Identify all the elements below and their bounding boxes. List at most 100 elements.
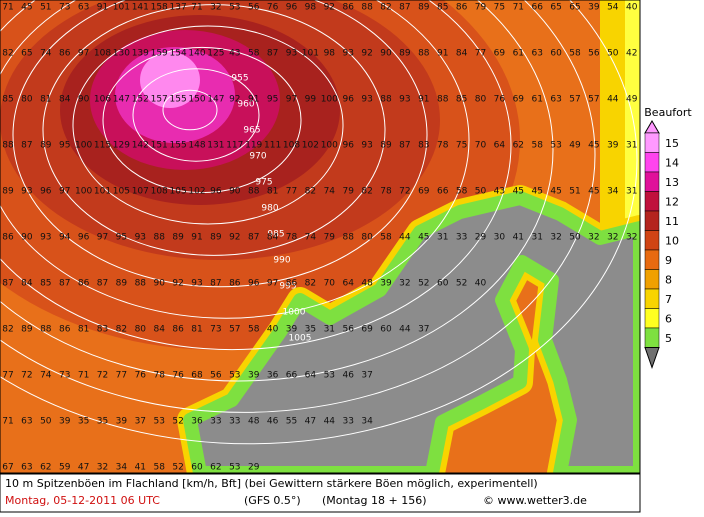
grid-value: 92	[229, 233, 240, 243]
grid-value: 97	[78, 49, 89, 59]
grid-value: 58	[531, 141, 543, 151]
grid-value: 74	[40, 49, 52, 59]
grid-value: 72	[399, 187, 410, 197]
grid-value: 83	[418, 141, 429, 151]
grid-value: 91	[248, 95, 259, 105]
grid-value: 90	[78, 95, 90, 105]
grid-value: 96	[210, 187, 222, 197]
grid-value: 86	[59, 325, 71, 335]
grid-value: 105	[170, 187, 187, 197]
grid-value: 86	[2, 233, 14, 243]
grid-value: 87	[267, 49, 278, 59]
grid-value: 67	[2, 463, 13, 473]
grid-value: 80	[361, 233, 373, 243]
isobar-label: 975	[255, 178, 272, 188]
grid-value: 63	[550, 95, 561, 105]
grid-value: 70	[324, 279, 336, 289]
grid-value: 57	[229, 325, 240, 335]
grid-value: 35	[305, 325, 316, 335]
caption-run: (Montag 18 + 156)	[322, 494, 427, 507]
grid-value: 100	[75, 141, 92, 151]
grid-value: 90	[229, 187, 241, 197]
grid-value: 155	[170, 141, 187, 151]
grid-value: 82	[380, 3, 391, 13]
grid-value: 75	[456, 141, 467, 151]
grid-value: 50	[607, 49, 619, 59]
legend-swatch	[644, 269, 660, 290]
grid-value: 137	[170, 3, 187, 13]
grid-value: 86	[342, 3, 354, 13]
grid-value: 32	[607, 233, 618, 243]
grid-value: 33	[456, 233, 467, 243]
grid-value: 86	[59, 49, 71, 59]
grid-value: 45	[418, 233, 429, 243]
grid-value: 87	[59, 279, 70, 289]
grid-value: 147	[113, 95, 130, 105]
legend-swatch	[644, 171, 660, 192]
isobar-label: 980	[261, 204, 278, 214]
grid-value: 58	[380, 233, 392, 243]
isobar-line	[102, 46, 302, 194]
grid-value: 60	[437, 279, 449, 289]
legend-label: 14	[665, 156, 679, 169]
grid-value: 46	[267, 417, 279, 427]
legend-label: 12	[665, 195, 679, 208]
grid-value: 33	[229, 417, 240, 427]
grid-value: 85	[40, 279, 51, 289]
grid-value: 87	[399, 141, 410, 151]
grid-value: 43	[229, 49, 240, 59]
caption-source: © www.wetter3.de	[483, 494, 587, 507]
grid-value: 57	[588, 95, 599, 105]
grid-value: 73	[59, 3, 70, 13]
grid-value: 31	[626, 141, 637, 151]
grid-value: 64	[494, 141, 506, 151]
grid-value: 65	[550, 3, 561, 13]
caption-title: 10 m Spitzenböen im Flachland [km/h, Bft…	[5, 477, 538, 490]
isobar-line	[0, 0, 554, 382]
isobar-label: 985	[267, 230, 284, 240]
grid-value: 81	[40, 95, 51, 105]
grid-value: 63	[531, 49, 542, 59]
grid-value: 40	[267, 325, 279, 335]
grid-value: 96	[342, 141, 354, 151]
grid-value: 92	[229, 95, 240, 105]
grid-value: 88	[40, 325, 52, 335]
grid-value: 31	[531, 233, 542, 243]
legend-swatch	[644, 132, 660, 153]
grid-value: 69	[361, 325, 373, 335]
grid-value: 71	[78, 371, 89, 381]
grid-value: 88	[248, 187, 260, 197]
grid-value: 92	[324, 3, 335, 13]
grid-value: 39	[248, 371, 260, 381]
grid-value: 32	[97, 463, 108, 473]
grid-value: 66	[531, 3, 543, 13]
grid-value: 108	[151, 187, 168, 197]
grid-value: 117	[226, 141, 243, 151]
grid-value: 101	[302, 49, 319, 59]
grid-value: 95	[59, 141, 70, 151]
grid-value: 55	[286, 417, 297, 427]
grid-value: 32	[550, 233, 561, 243]
grid-value: 85	[437, 3, 448, 13]
grid-value: 102	[302, 141, 319, 151]
grid-value: 152	[132, 95, 149, 105]
grid-value: 45	[21, 3, 32, 13]
grid-value: 61	[513, 49, 524, 59]
legend-label: 8	[665, 273, 672, 286]
grid-value: 37	[361, 371, 372, 381]
grid-value: 140	[188, 49, 205, 59]
grid-value: 87	[97, 279, 108, 289]
grid-value: 96	[286, 3, 298, 13]
grid-value: 96	[78, 233, 90, 243]
grid-value: 34	[361, 417, 373, 427]
legend-label: 10	[665, 234, 679, 247]
grid-value: 31	[626, 187, 637, 197]
grid-value: 58	[153, 463, 165, 473]
grid-value: 53	[229, 371, 240, 381]
legend-label: 13	[665, 176, 679, 189]
legend-swatch	[644, 249, 660, 270]
grid-value: 44	[324, 417, 336, 427]
grid-value: 52	[456, 279, 467, 289]
grid-value: 131	[207, 141, 224, 151]
grid-value: 96	[342, 95, 354, 105]
